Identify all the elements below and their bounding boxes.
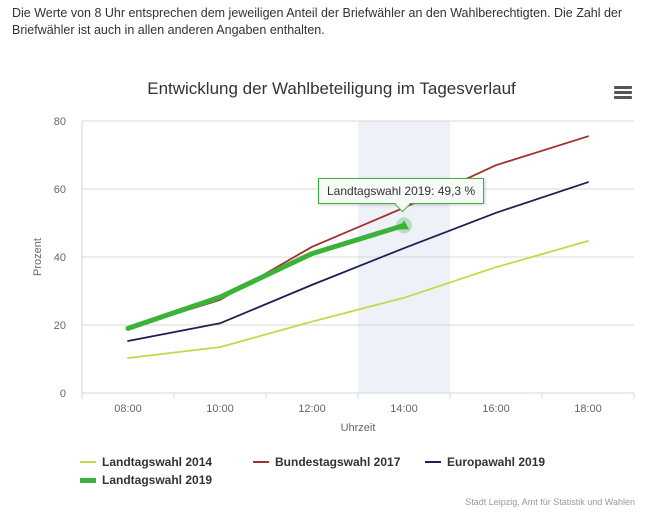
triangle-marker-icon	[399, 220, 409, 230]
x-tick-label: 12:00	[298, 403, 326, 415]
x-tick-label: 10:00	[206, 403, 234, 415]
legend-swatch	[425, 461, 441, 463]
legend-item-landtagswahl-2014[interactable]: Landtagswahl 2014	[80, 455, 212, 469]
series-line-landtagswahl-2014	[127, 240, 589, 359]
x-tick-label: 16:00	[482, 403, 510, 415]
legend-item-europawahl-2019[interactable]: Europawahl 2019	[425, 455, 545, 469]
credits: Stadt Leipzig, Amt für Statistik und Wah…	[465, 497, 635, 507]
intro-text: Die Werte von 8 Uhr entsprechen dem jewe…	[12, 6, 623, 37]
y-tick-label: 60	[54, 184, 66, 196]
y-tick-label: 20	[54, 320, 66, 332]
legend-swatch	[80, 461, 96, 463]
series-line-landtagswahl-2019	[125, 222, 407, 331]
legend-swatch	[253, 461, 269, 463]
legend-label: Bundestagswahl 2017	[275, 455, 401, 469]
x-tick-label: 14:00	[390, 403, 418, 415]
legend-label: Landtagswahl 2019	[102, 473, 213, 487]
legend-swatch	[80, 477, 96, 483]
chart-title: Entwicklung der Wahlbeteiligung im Tages…	[147, 79, 516, 98]
y-tick-label: 0	[60, 388, 66, 400]
legend-label: Landtagswahl 2014	[102, 455, 213, 469]
y-axis-title: Prozent	[32, 238, 44, 276]
legend-label: Europawahl 2019	[447, 455, 546, 469]
hamburger-menu-icon[interactable]	[614, 86, 632, 100]
y-tick-label: 40	[54, 252, 66, 264]
series-line-europawahl-2019	[127, 181, 589, 342]
y-tick-label: 80	[54, 116, 66, 128]
x-axis-title: Uhrzeit	[341, 422, 376, 434]
legend-item-bundestagswahl-2017[interactable]: Bundestagswahl 2017	[253, 455, 400, 469]
tooltip: Landtagswahl 2019: 49,3 %	[318, 178, 485, 204]
x-tick-label: 18:00	[574, 403, 602, 415]
legend-item-landtagswahl-2019[interactable]: Landtagswahl 2019	[80, 473, 212, 487]
x-tick-label: 08:00	[114, 403, 142, 415]
